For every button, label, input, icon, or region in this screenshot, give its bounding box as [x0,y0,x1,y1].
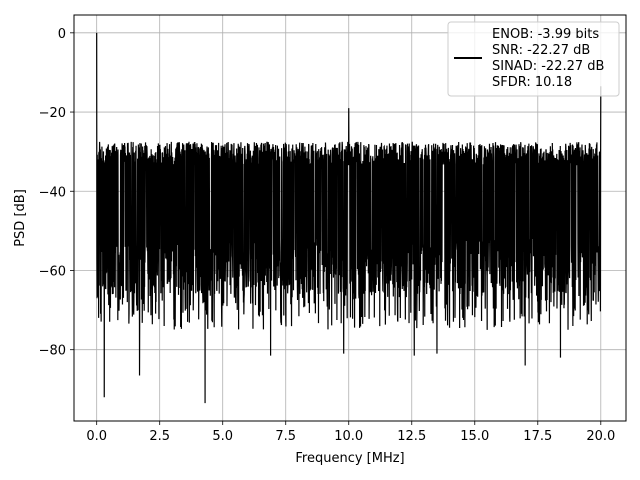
x-tick-label: 5.0 [212,429,233,444]
x-tick-label: 2.5 [149,429,170,444]
legend-box [447,21,620,97]
x-tick-label: 10.0 [334,429,363,444]
y-tick-label: −20 [39,106,66,121]
x-tick-label: 12.5 [397,429,426,444]
axis-ticks: 0.0 2.5 5.0 7.5 10.0 12.5 15.0 17.5 20.0 0 −20 −40 −… [39,27,616,444]
y-axis-label: PSD [dB] [13,189,28,247]
legend-enob: ENOB: -3.99 bits [492,27,599,42]
x-tick-label: 7.5 [275,429,296,444]
legend-sfdr: SFDR: 10.18 [492,75,572,90]
legend-sinad: SINAD: -22.27 dB [492,59,604,74]
x-axis-label: Frequency [MHz] [295,451,404,466]
psd-series-line [96,32,602,404]
plot-series [96,32,602,404]
y-tick-label: −40 [39,185,66,200]
y-tick-label: 0 [58,27,66,42]
plot-area-frame [73,14,627,422]
x-tick-label: 20.0 [586,429,615,444]
y-tick-label: −60 [39,264,66,279]
y-tick-label: −80 [39,344,66,359]
legend: ENOB: -3.99 bits SNR: -22.27 dB SINAD: -… [447,21,620,97]
x-tick-label: 0.0 [86,429,107,444]
x-tick-label: 17.5 [523,429,552,444]
x-tick-label: 15.0 [460,429,489,444]
legend-snr: SNR: -22.27 dB [492,43,590,58]
